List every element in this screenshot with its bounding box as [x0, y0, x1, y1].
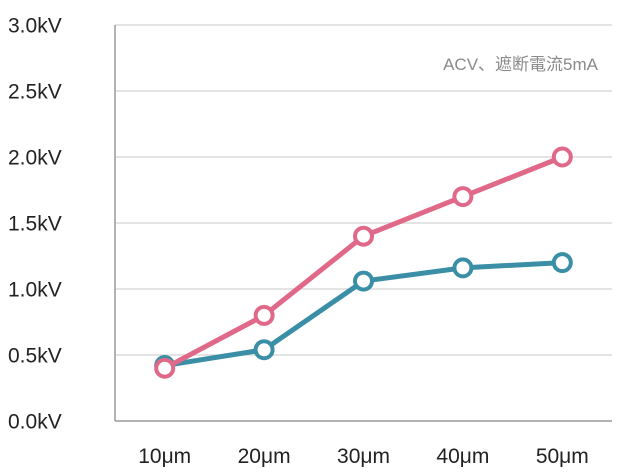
data-point: [452, 257, 474, 279]
x-tick-label: 50μm: [536, 445, 589, 468]
data-point: [253, 304, 275, 326]
data-point: [353, 225, 374, 247]
x-tick-labels: 10μm 20μm 30μm 40μm 50μm: [138, 445, 589, 468]
data-point: [551, 146, 573, 168]
x-tick-label: 20μm: [238, 445, 291, 468]
data-point: [452, 186, 474, 208]
grid-lines: [115, 24, 612, 356]
y-tick-label: 2.5kV: [8, 81, 62, 104]
series-group: [154, 146, 573, 379]
y-tick-label: 0.0kV: [8, 411, 62, 434]
series-line: [162, 154, 565, 371]
x-tick-label: 10μm: [138, 445, 191, 468]
y-tick-labels: 0.0kV 0.5kV 1.0kV 1.5kV 2.0kV 2.5kV 3.0kV: [8, 15, 62, 434]
y-tick-label: 0.5kV: [8, 345, 62, 368]
chart-annotation: ACV、遮断電流5mA: [443, 55, 599, 74]
y-tick-label: 1.0kV: [8, 279, 62, 302]
y-tick-label: 2.0kV: [8, 147, 62, 170]
data-point: [154, 357, 176, 379]
x-tick-label: 30μm: [337, 445, 390, 468]
y-tick-label: 3.0kV: [8, 15, 62, 38]
data-point: [253, 339, 275, 361]
data-point: [353, 270, 374, 292]
y-tick-label: 1.5kV: [8, 213, 62, 236]
data-point: [551, 252, 573, 274]
x-tick-label: 40μm: [436, 445, 489, 468]
